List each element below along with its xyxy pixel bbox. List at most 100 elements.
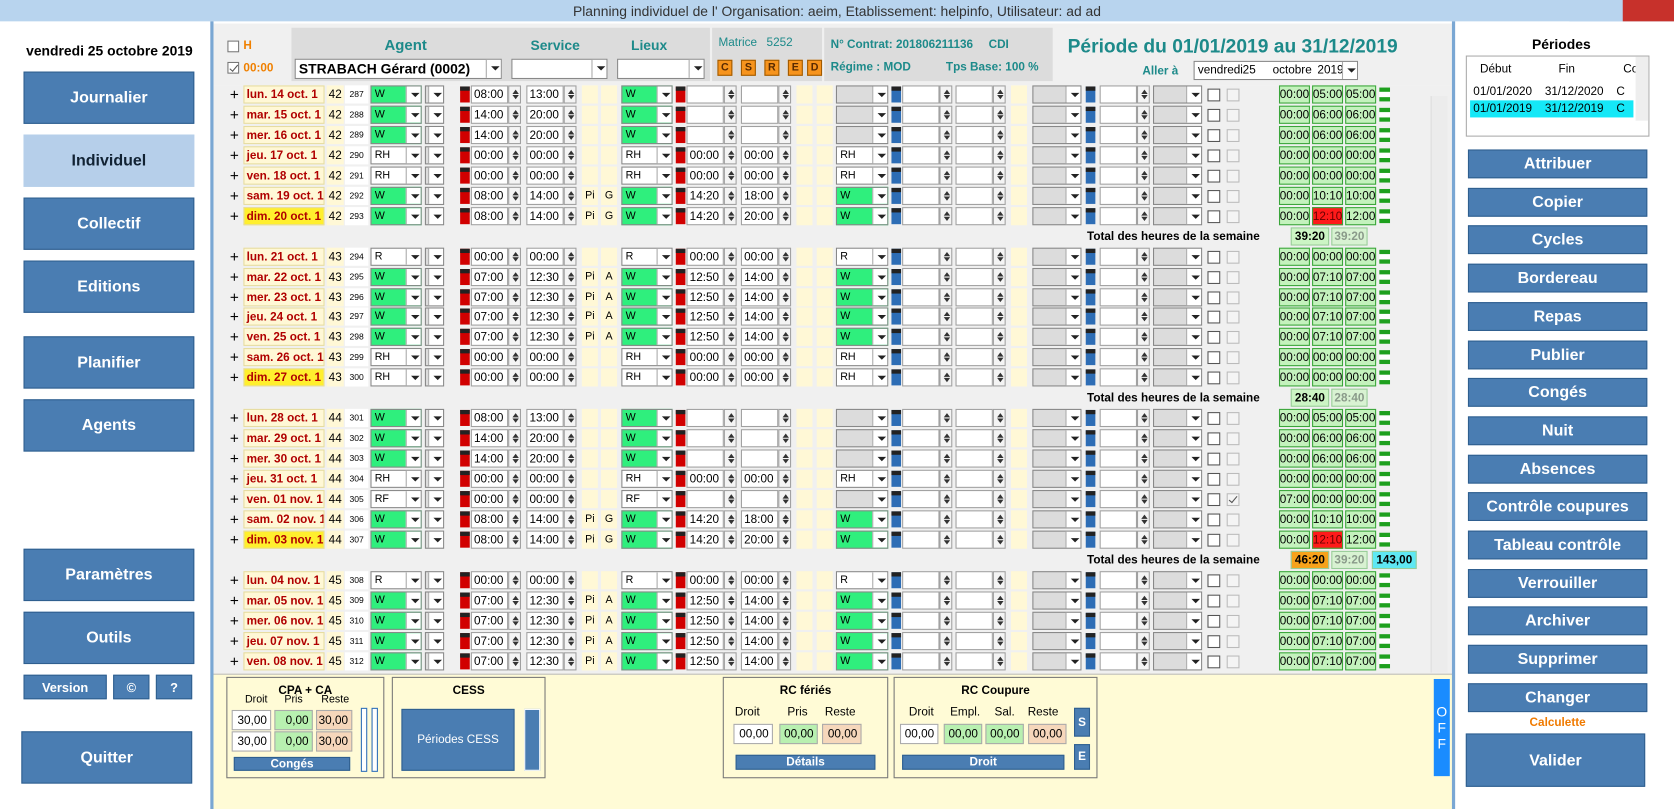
spinner[interactable]: [939, 327, 953, 346]
spinner[interactable]: [563, 186, 577, 205]
side-button[interactable]: E: [1074, 744, 1091, 770]
action-button[interactable]: Congés: [1467, 378, 1648, 407]
checkbox[interactable]: [1207, 432, 1221, 446]
spinner[interactable]: [508, 105, 521, 124]
expand-button[interactable]: [230, 473, 241, 484]
spinner[interactable]: [723, 125, 737, 145]
time-input[interactable]: [955, 368, 993, 387]
expand-button[interactable]: [230, 109, 241, 120]
nav-button[interactable]: Editions: [23, 260, 195, 313]
time-input[interactable]: 00:00: [470, 146, 509, 165]
time-input[interactable]: [955, 652, 993, 671]
time-input[interactable]: [902, 652, 940, 671]
code-button[interactable]: S: [740, 59, 756, 76]
dropdown[interactable]: [424, 146, 445, 165]
time-input[interactable]: 18:00: [740, 186, 779, 205]
dropdown[interactable]: W: [370, 632, 422, 651]
spinner[interactable]: [992, 469, 1006, 488]
dropdown[interactable]: [1032, 591, 1082, 610]
time-input[interactable]: [955, 166, 993, 185]
dropdown[interactable]: R: [370, 247, 422, 266]
period-cell[interactable]: C: [1616, 102, 1625, 116]
dropdown[interactable]: [1032, 125, 1082, 145]
checkbox[interactable]: [1207, 250, 1221, 264]
dropdown[interactable]: [424, 105, 445, 124]
checkbox[interactable]: [1226, 108, 1240, 122]
spinner[interactable]: [563, 490, 577, 509]
dropdown[interactable]: [1032, 408, 1082, 428]
dropdown[interactable]: W: [621, 611, 673, 630]
time-input[interactable]: [1099, 288, 1137, 307]
spinner[interactable]: [508, 490, 521, 509]
time-input[interactable]: [1099, 510, 1137, 529]
dropdown[interactable]: W: [621, 207, 673, 226]
time-input[interactable]: [1099, 247, 1137, 266]
dropdown[interactable]: W: [370, 327, 422, 346]
spinner[interactable]: [563, 207, 577, 226]
time-input[interactable]: 08:00: [470, 207, 509, 226]
dropdown[interactable]: R: [370, 571, 422, 590]
spinner[interactable]: [992, 490, 1006, 509]
time-input[interactable]: 07:00: [470, 611, 509, 630]
time-input[interactable]: [686, 490, 724, 509]
time-input[interactable]: 00:00: [740, 469, 779, 488]
dropdown[interactable]: W: [835, 207, 889, 226]
nav-button[interactable]: Planifier: [23, 336, 195, 389]
dropdown[interactable]: RH: [370, 368, 422, 387]
dropdown[interactable]: [424, 207, 445, 226]
time-input[interactable]: [955, 429, 993, 448]
time-input[interactable]: 12:50: [686, 611, 724, 630]
spinner[interactable]: [563, 247, 577, 266]
dropdown[interactable]: W: [370, 530, 422, 549]
spinner[interactable]: [1136, 146, 1150, 165]
checkbox[interactable]: [1226, 210, 1240, 224]
dropdown[interactable]: W: [621, 652, 673, 671]
spinner[interactable]: [939, 632, 953, 651]
checkbox[interactable]: [1226, 190, 1240, 203]
time-input[interactable]: [1099, 632, 1137, 651]
code-button[interactable]: D: [807, 59, 823, 76]
dropdown[interactable]: [424, 307, 445, 326]
period-cell[interactable]: 31/12/2020: [1544, 85, 1604, 99]
checkbox[interactable]: [1207, 88, 1221, 102]
time-input[interactable]: 14:00: [470, 429, 509, 448]
spinner[interactable]: [508, 146, 521, 165]
checkbox[interactable]: [1207, 291, 1221, 305]
dropdown[interactable]: [424, 327, 445, 346]
time-input[interactable]: [902, 510, 940, 529]
spinner[interactable]: [1136, 105, 1150, 124]
time-input[interactable]: 12:30: [526, 632, 564, 651]
dropdown[interactable]: W: [621, 591, 673, 610]
dropdown[interactable]: [1032, 368, 1082, 387]
spinner[interactable]: [939, 611, 953, 630]
time-input[interactable]: [740, 85, 779, 104]
dropdown[interactable]: [1032, 247, 1082, 266]
spinner[interactable]: [723, 449, 737, 468]
spinner[interactable]: [1136, 85, 1150, 104]
spinner[interactable]: [1136, 429, 1150, 448]
spinner[interactable]: [939, 146, 953, 165]
spinner[interactable]: [563, 146, 577, 165]
dropdown[interactable]: W: [370, 207, 422, 226]
spinner[interactable]: [778, 146, 792, 165]
time-input[interactable]: 14:00: [740, 652, 779, 671]
time-input[interactable]: 12:50: [686, 327, 724, 346]
action-button[interactable]: Nuit: [1467, 416, 1648, 446]
checkbox[interactable]: [1207, 614, 1221, 628]
spinner[interactable]: [723, 267, 737, 287]
dropdown[interactable]: W: [835, 267, 889, 287]
spinner[interactable]: [723, 429, 737, 448]
dropdown[interactable]: [835, 449, 889, 468]
nav-button[interactable]: Journalier: [23, 71, 195, 124]
dropdown[interactable]: W: [835, 186, 889, 205]
spinner[interactable]: [723, 247, 737, 266]
panel-button[interactable]: Congés: [233, 756, 351, 771]
dropdown[interactable]: W: [370, 591, 422, 610]
spinner[interactable]: [563, 85, 577, 104]
spinner[interactable]: [992, 105, 1006, 124]
spinner[interactable]: [563, 105, 577, 124]
expand-button[interactable]: [230, 149, 241, 160]
time-input[interactable]: 00:00: [526, 469, 564, 488]
spinner[interactable]: [992, 125, 1006, 145]
dropdown[interactable]: [424, 186, 445, 205]
